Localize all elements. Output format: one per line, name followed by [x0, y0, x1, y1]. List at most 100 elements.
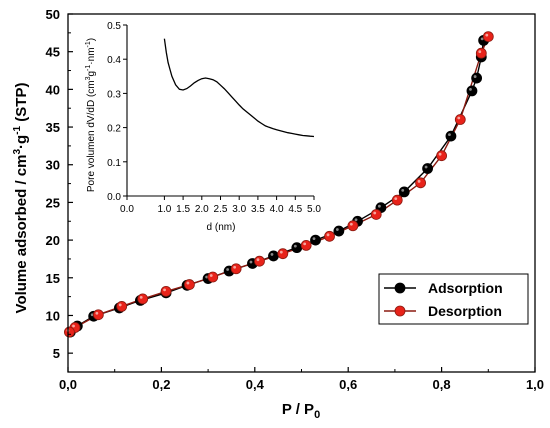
marker-highlight — [90, 313, 94, 317]
inset-y-axis-title: Pore volumen dV/dD (cm3g-1·nm-1) — [85, 38, 97, 192]
desorption-marker — [391, 194, 403, 206]
inset-y-tick-label: 0.1 — [107, 158, 121, 169]
desorption-marker — [254, 255, 265, 267]
main-y-tick-label: 10 — [46, 308, 60, 323]
marker-highlight — [205, 275, 209, 279]
inset-series-layer — [163, 38, 315, 138]
main-x-axis-title: P / P0 — [282, 401, 320, 421]
marker-highlight — [469, 87, 472, 91]
adsorption-point — [422, 163, 433, 174]
inset-y-tick-label: 0.3 — [107, 89, 121, 100]
desorption-marker — [92, 309, 104, 321]
desorption-point — [160, 285, 172, 297]
inset-x-tick-label: 4.0 — [270, 204, 284, 215]
main-y-tick-labels: 5 10 15 20 25 30 35 40 45 50 — [46, 7, 60, 361]
marker-highlight — [139, 295, 143, 299]
desorption-point — [230, 263, 242, 275]
adsorption-marker — [291, 242, 303, 254]
marker-highlight — [424, 165, 428, 169]
desorption-point — [391, 194, 403, 206]
desorption-marker — [454, 114, 466, 125]
desorption-marker — [64, 326, 75, 338]
legend-adsorption-marker — [394, 282, 406, 294]
pore-size-distribution-line — [163, 38, 315, 138]
adsorption-point — [445, 130, 457, 142]
desorption-point — [475, 47, 487, 59]
marker-highlight — [312, 237, 316, 241]
inset-y-tick-labels: 0.0 0.1 0.2 0.3 0.4 0.5 — [107, 21, 121, 203]
desorption-point — [370, 209, 382, 220]
desorption-marker — [475, 47, 487, 59]
main-x-tick-label: 0,0 — [59, 377, 77, 392]
main-x-tick-label: 1,0 — [526, 377, 544, 392]
inset-y-tick-label: 0.4 — [107, 55, 121, 66]
desorption-point — [415, 177, 426, 189]
marker-highlight — [373, 211, 377, 215]
adsorption-marker — [398, 186, 410, 198]
marker-highlight — [417, 179, 421, 183]
marker-highlight — [354, 218, 358, 222]
marker-highlight — [249, 260, 253, 264]
main-x-tick-labels: 0,0 0,2 0,4 0,6 0,8 1,0 — [59, 377, 544, 392]
main-y-tick-label: 30 — [46, 158, 60, 173]
desorption-marker — [160, 285, 172, 297]
desorption-point — [116, 301, 128, 312]
inset-x-tick-label: 3.5 — [251, 204, 265, 215]
marker-highlight — [233, 265, 237, 269]
adsorption-marker — [445, 130, 457, 142]
desorption-marker — [370, 209, 382, 220]
main-x-tick-label: 0,2 — [152, 377, 170, 392]
main-y-axis-title: Volume adsorbed / cm3·g-1 (STP) — [12, 83, 30, 314]
marker-highlight — [448, 133, 451, 136]
adsorption-point — [471, 72, 483, 84]
main-y-tick-label: 40 — [46, 82, 60, 97]
marker-highlight — [293, 244, 297, 248]
adsorption-marker — [466, 85, 478, 97]
marker-highlight — [377, 204, 381, 208]
desorption-point — [137, 293, 149, 305]
adsorption-marker — [333, 225, 345, 237]
main-y-tick-label: 45 — [46, 45, 60, 60]
marker-highlight — [473, 75, 477, 78]
desorption-point — [184, 279, 195, 290]
desorption-marker — [116, 301, 128, 312]
desorption-marker — [207, 271, 219, 283]
main-axes — [67, 13, 536, 373]
legend-desorption-label: Desorption — [428, 303, 502, 319]
inset-x-tick-label: 0.0 — [120, 204, 134, 215]
adsorption-point — [466, 85, 478, 97]
legend-adsorption-label: Adsorption — [428, 280, 503, 296]
desorption-point — [436, 150, 448, 162]
adsorption-point — [291, 242, 303, 254]
inset-x-tick-label: 1.5 — [176, 204, 190, 215]
main-x-tick-label: 0,4 — [246, 377, 265, 392]
marker-highlight — [95, 311, 99, 315]
adsorption-marker — [471, 72, 483, 84]
desorption-point — [482, 31, 494, 43]
desorption-point — [300, 239, 312, 251]
desorption-marker — [415, 177, 426, 189]
desorption-marker — [300, 239, 312, 251]
inset-x-tick-label: 3.0 — [232, 204, 246, 215]
main-x-tick-label: 0,8 — [433, 377, 451, 392]
inset-x-tick-label: 4.5 — [288, 204, 302, 215]
adsorption-marker — [310, 234, 321, 246]
marker-highlight — [349, 222, 353, 226]
legend: Adsorption Desorption — [378, 273, 529, 325]
desorption-point — [277, 248, 289, 260]
desorption-marker — [230, 263, 242, 275]
main-y-tick-label: 25 — [46, 195, 60, 210]
desorption-point — [64, 326, 75, 338]
inset-axes — [123, 24, 315, 200]
inset-x-tick-label: 5.0 — [307, 204, 321, 215]
inset-x-axis-title: d (nm) — [207, 222, 236, 233]
inset-plot: 0.0 1.0 1.5 2.0 2.5 3.0 3.5 4.0 4.5 5.0 0.0 0.1 0.2… — [85, 21, 321, 233]
desorption-point — [254, 255, 265, 267]
marker-highlight — [438, 152, 442, 156]
main-y-tick-label: 50 — [46, 7, 60, 22]
marker-highlight — [118, 303, 122, 307]
desorption-point — [92, 309, 104, 321]
desorption-marker — [324, 230, 335, 242]
main-y-tick-label: 20 — [46, 233, 60, 248]
